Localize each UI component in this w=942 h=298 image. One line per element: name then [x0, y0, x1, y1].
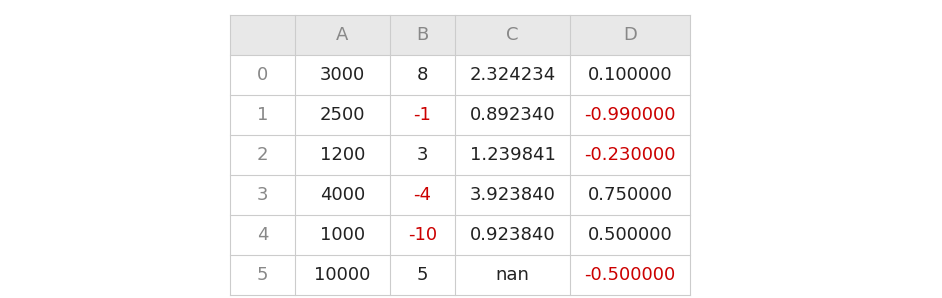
Text: 3: 3: [416, 146, 429, 164]
Text: 1200: 1200: [320, 146, 365, 164]
Bar: [230, 55, 690, 95]
Text: 4: 4: [257, 226, 268, 244]
Bar: [230, 175, 690, 215]
Text: 3.923840: 3.923840: [469, 186, 556, 204]
Text: B: B: [416, 26, 429, 44]
Text: 5: 5: [416, 266, 429, 284]
Text: 5: 5: [257, 266, 268, 284]
Text: 1: 1: [257, 106, 268, 124]
Text: 1000: 1000: [320, 226, 365, 244]
Text: 4000: 4000: [320, 186, 365, 204]
Text: 2.324234: 2.324234: [469, 66, 556, 84]
Text: 0.100000: 0.100000: [588, 66, 673, 84]
Text: 0.500000: 0.500000: [588, 226, 673, 244]
Text: 2: 2: [257, 146, 268, 164]
Text: 1.239841: 1.239841: [469, 146, 556, 164]
Text: -0.500000: -0.500000: [584, 266, 675, 284]
Text: 10000: 10000: [315, 266, 371, 284]
Text: -0.230000: -0.230000: [584, 146, 675, 164]
Text: 0.892340: 0.892340: [470, 106, 556, 124]
Text: D: D: [623, 26, 637, 44]
Text: -1: -1: [414, 106, 431, 124]
Bar: [230, 215, 690, 255]
Bar: [230, 135, 690, 175]
Text: 0: 0: [257, 66, 268, 84]
Bar: [230, 95, 690, 135]
Text: C: C: [506, 26, 519, 44]
Text: 0.750000: 0.750000: [588, 186, 673, 204]
Text: nan: nan: [495, 266, 529, 284]
Text: A: A: [336, 26, 349, 44]
Text: 8: 8: [416, 66, 429, 84]
Text: 3000: 3000: [320, 66, 365, 84]
Text: 2500: 2500: [319, 106, 365, 124]
Text: -10: -10: [408, 226, 437, 244]
Bar: [230, 255, 690, 295]
Text: -4: -4: [414, 186, 431, 204]
Text: 0.923840: 0.923840: [470, 226, 556, 244]
Text: 3: 3: [257, 186, 268, 204]
Bar: [230, 15, 690, 55]
Text: -0.990000: -0.990000: [584, 106, 675, 124]
